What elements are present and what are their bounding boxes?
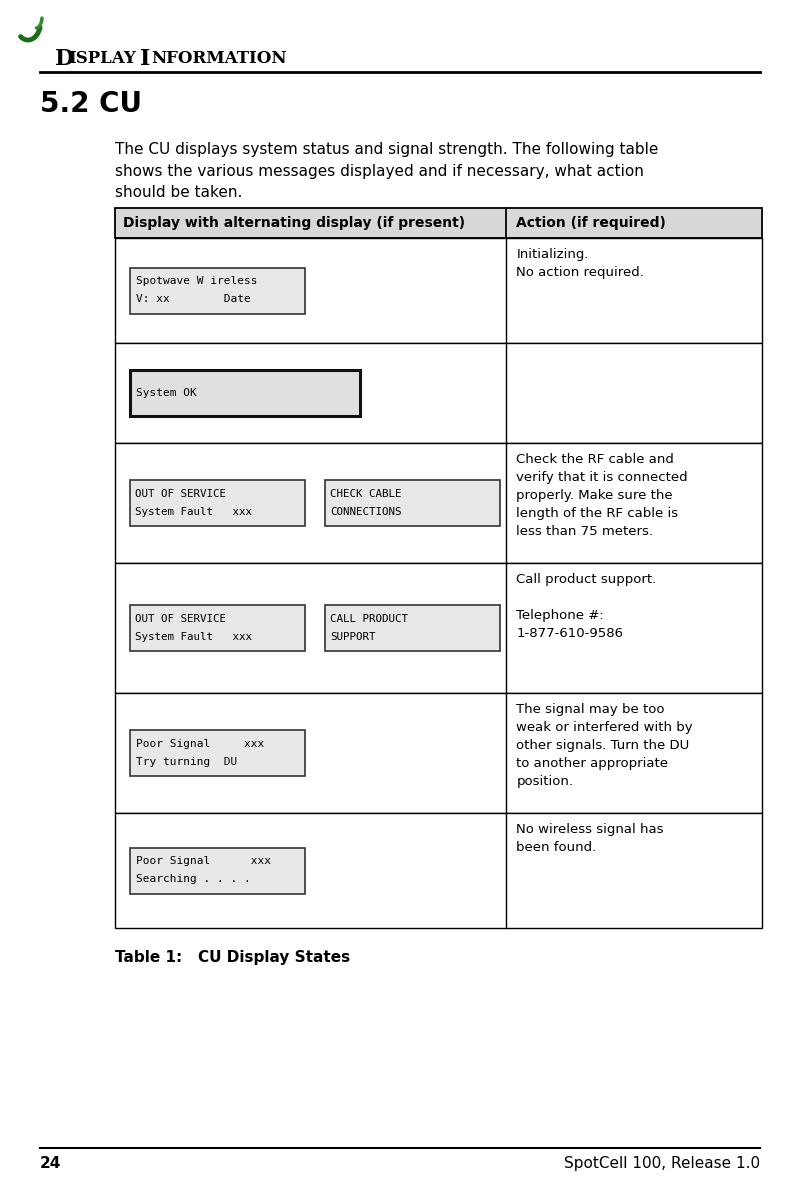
Text: Try turning  DU: Try turning DU: [136, 757, 237, 767]
Text: V: xx        Date: V: xx Date: [136, 295, 251, 304]
Text: D: D: [55, 49, 74, 70]
Text: Action (if required): Action (if required): [517, 215, 666, 230]
Text: Call product support.

Telephone #:
1-877-610-9586: Call product support. Telephone #: 1-877…: [517, 573, 657, 641]
Bar: [115, 693, 762, 813]
Bar: [115, 343, 762, 443]
Text: Poor Signal      xxx: Poor Signal xxx: [136, 856, 271, 867]
Text: No wireless signal has
been found.: No wireless signal has been found.: [517, 823, 664, 854]
Bar: [130, 369, 360, 416]
Text: OUT OF SERVICE: OUT OF SERVICE: [135, 614, 226, 624]
Bar: [130, 268, 305, 314]
Text: SpotCell 100, Release 1.0: SpotCell 100, Release 1.0: [564, 1156, 760, 1171]
Text: Searching . . . .: Searching . . . .: [136, 875, 251, 884]
Text: Check the RF cable and
verify that it is connected
properly. Make sure the
lengt: Check the RF cable and verify that it is…: [517, 453, 688, 538]
Text: I: I: [140, 49, 150, 70]
Bar: [325, 480, 500, 526]
Text: SUPPORT: SUPPORT: [330, 632, 376, 642]
Bar: [115, 813, 762, 928]
Bar: [130, 605, 305, 651]
Bar: [325, 605, 500, 651]
Text: Spotwave W ireless: Spotwave W ireless: [136, 277, 258, 287]
Text: Initializing.
No action required.: Initializing. No action required.: [517, 247, 645, 279]
Text: CHECK CABLE: CHECK CABLE: [330, 489, 402, 498]
Text: Poor Signal     xxx: Poor Signal xxx: [136, 739, 264, 749]
Text: Display with alternating display (if present): Display with alternating display (if pre…: [123, 215, 465, 230]
Bar: [130, 480, 305, 526]
Text: ISPLAY: ISPLAY: [68, 50, 136, 67]
Text: System Fault   xxx: System Fault xxx: [135, 632, 252, 642]
Text: The CU displays system status and signal strength. The following table
shows the: The CU displays system status and signal…: [115, 142, 658, 200]
Text: 24: 24: [40, 1156, 62, 1171]
Text: The signal may be too
weak or interfered with by
other signals. Turn the DU
to a: The signal may be too weak or interfered…: [517, 703, 693, 789]
Bar: [115, 443, 762, 564]
Text: System Fault   xxx: System Fault xxx: [135, 507, 252, 517]
Text: Table 1:   CU Display States: Table 1: CU Display States: [115, 950, 350, 965]
Text: OUT OF SERVICE: OUT OF SERVICE: [135, 489, 226, 498]
Text: System OK: System OK: [136, 388, 197, 398]
Text: CONNECTIONS: CONNECTIONS: [330, 507, 402, 517]
Bar: [130, 848, 305, 894]
Bar: [115, 208, 762, 238]
Text: CALL PRODUCT: CALL PRODUCT: [330, 614, 408, 624]
Bar: [115, 564, 762, 693]
Bar: [130, 731, 305, 776]
Text: 5.2 CU: 5.2 CU: [40, 90, 142, 118]
Text: NFORMATION: NFORMATION: [151, 50, 286, 67]
Bar: [115, 238, 762, 343]
Bar: [115, 208, 762, 238]
